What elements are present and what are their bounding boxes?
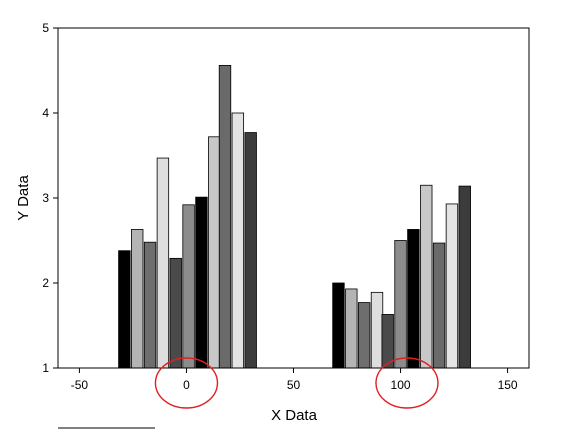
bar	[458, 185, 471, 369]
y-tick-label: 1	[42, 361, 49, 375]
bar	[432, 242, 446, 369]
bar	[156, 157, 170, 369]
bar	[345, 288, 358, 369]
ticks-layer: -50 0 50 100 150 1 2 3 4 5	[42, 21, 518, 392]
y-tick-label: 4	[42, 106, 49, 120]
bar	[244, 132, 257, 369]
bar	[407, 229, 420, 369]
y-tick-label: 5	[42, 21, 49, 35]
bar	[394, 240, 407, 369]
bar	[381, 314, 394, 369]
x-tick-label: 100	[391, 378, 411, 392]
bar	[143, 241, 157, 369]
x-tick-label: 50	[287, 378, 301, 392]
x-tick-label: 150	[498, 378, 518, 392]
bar	[370, 291, 384, 369]
bar	[131, 229, 144, 369]
annotations-layer	[154, 357, 439, 409]
bar	[208, 136, 221, 369]
y-tick-label: 3	[42, 191, 49, 205]
bar	[332, 282, 345, 369]
x-tick-label: -50	[71, 378, 89, 392]
bar	[445, 203, 459, 369]
y-tick-label: 2	[42, 276, 49, 290]
bar	[182, 204, 195, 369]
bar	[195, 196, 208, 369]
x-tick-label: 0	[183, 378, 190, 392]
annotation-circle	[154, 357, 219, 409]
x-axis-title: X Data	[271, 407, 318, 424]
y-axis-title: Y Data	[15, 175, 32, 221]
annotation-circle	[375, 357, 439, 409]
bar	[420, 184, 433, 369]
bar	[169, 257, 182, 369]
bar	[357, 302, 371, 369]
bar	[118, 250, 131, 369]
bar	[218, 65, 232, 369]
bar	[231, 112, 245, 369]
bars-layer	[118, 65, 471, 369]
